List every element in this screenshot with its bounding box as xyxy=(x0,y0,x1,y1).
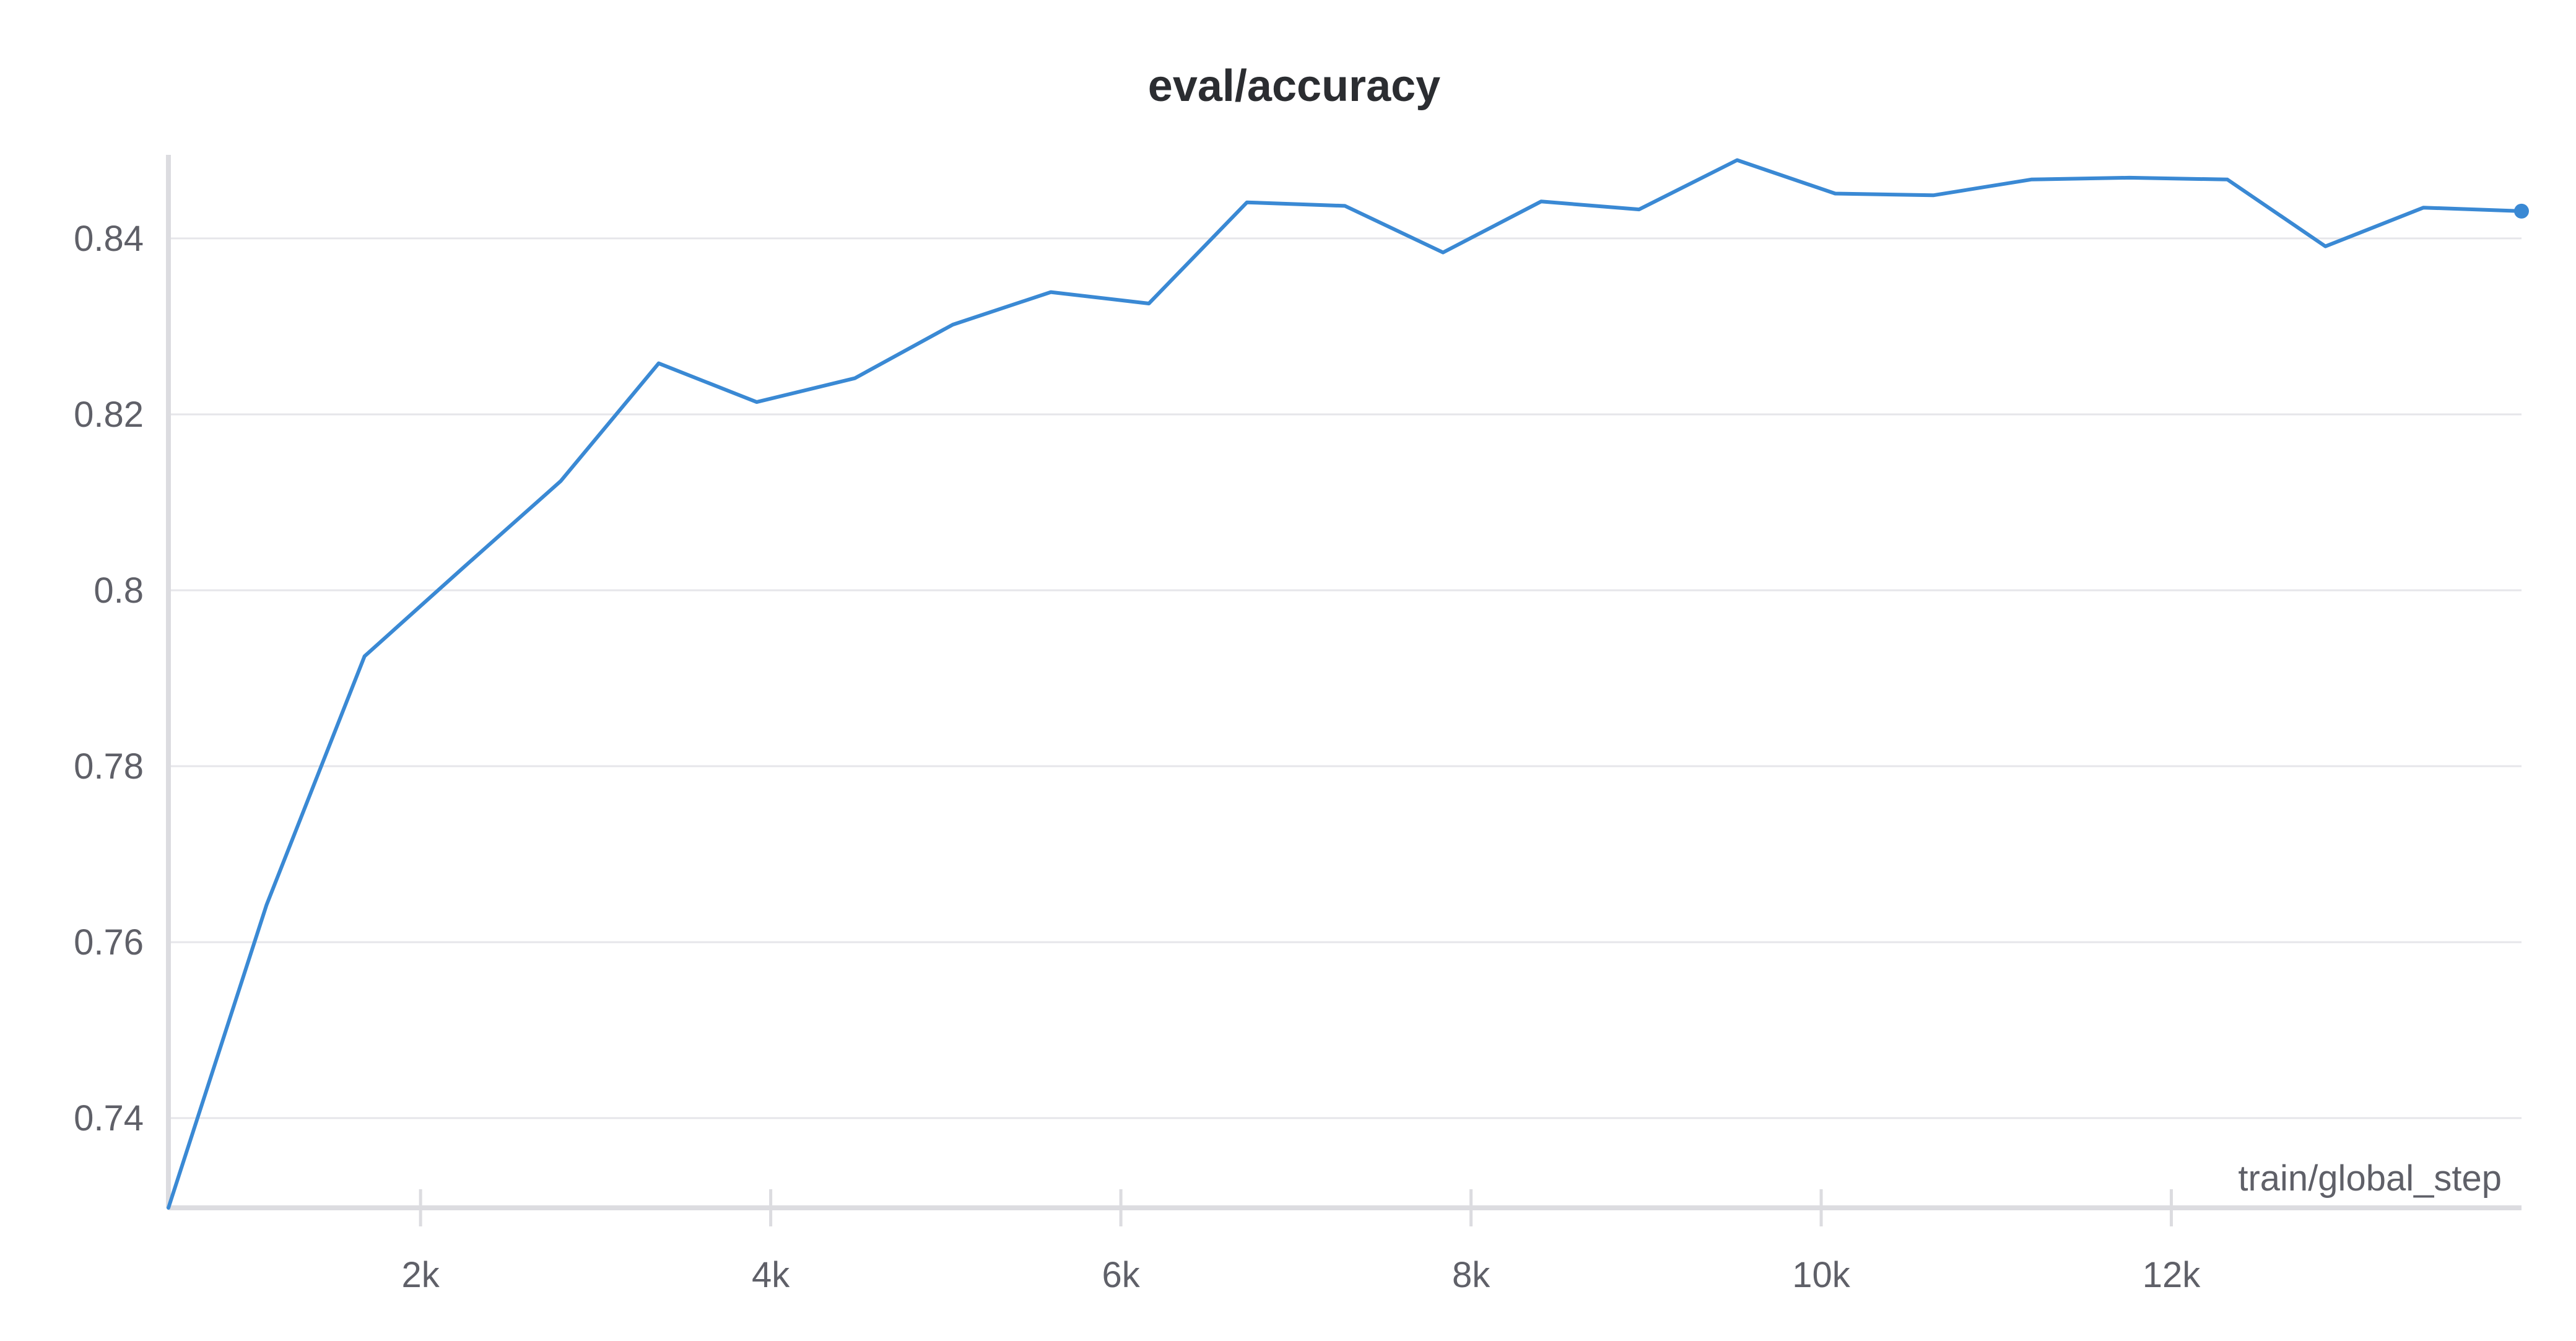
x-tick-label: 6k xyxy=(1102,1255,1140,1295)
tick-labels: 0.74 0.76 0.78 0.8 0.82 0.84 2k 4k 6k 8k 10k 12k xyxy=(74,219,2201,1295)
grid-lines xyxy=(168,237,2522,1119)
y-tick-label: 0.84 xyxy=(74,219,144,259)
series-line xyxy=(167,158,2523,1210)
series-layer xyxy=(167,158,2529,1210)
y-tick-label: 0.74 xyxy=(74,1098,144,1138)
x-tick-label: 2k xyxy=(402,1255,440,1295)
x-tick-label: 12k xyxy=(2143,1255,2201,1295)
y-tick-label: 0.76 xyxy=(74,922,144,963)
axes xyxy=(166,155,2522,1226)
x-tick-label: 10k xyxy=(1792,1255,1851,1295)
y-tick-label: 0.8 xyxy=(94,570,144,611)
y-tick-label: 0.82 xyxy=(74,395,144,435)
y-tick-label: 0.78 xyxy=(74,746,144,787)
x-tick-label: 4k xyxy=(752,1255,790,1295)
chart-title: eval/accuracy xyxy=(1148,61,1440,111)
x-axis-label: train/global_step xyxy=(2238,1158,2502,1199)
x-tick-label: 8k xyxy=(1452,1255,1490,1295)
series-end-point xyxy=(2514,203,2529,219)
